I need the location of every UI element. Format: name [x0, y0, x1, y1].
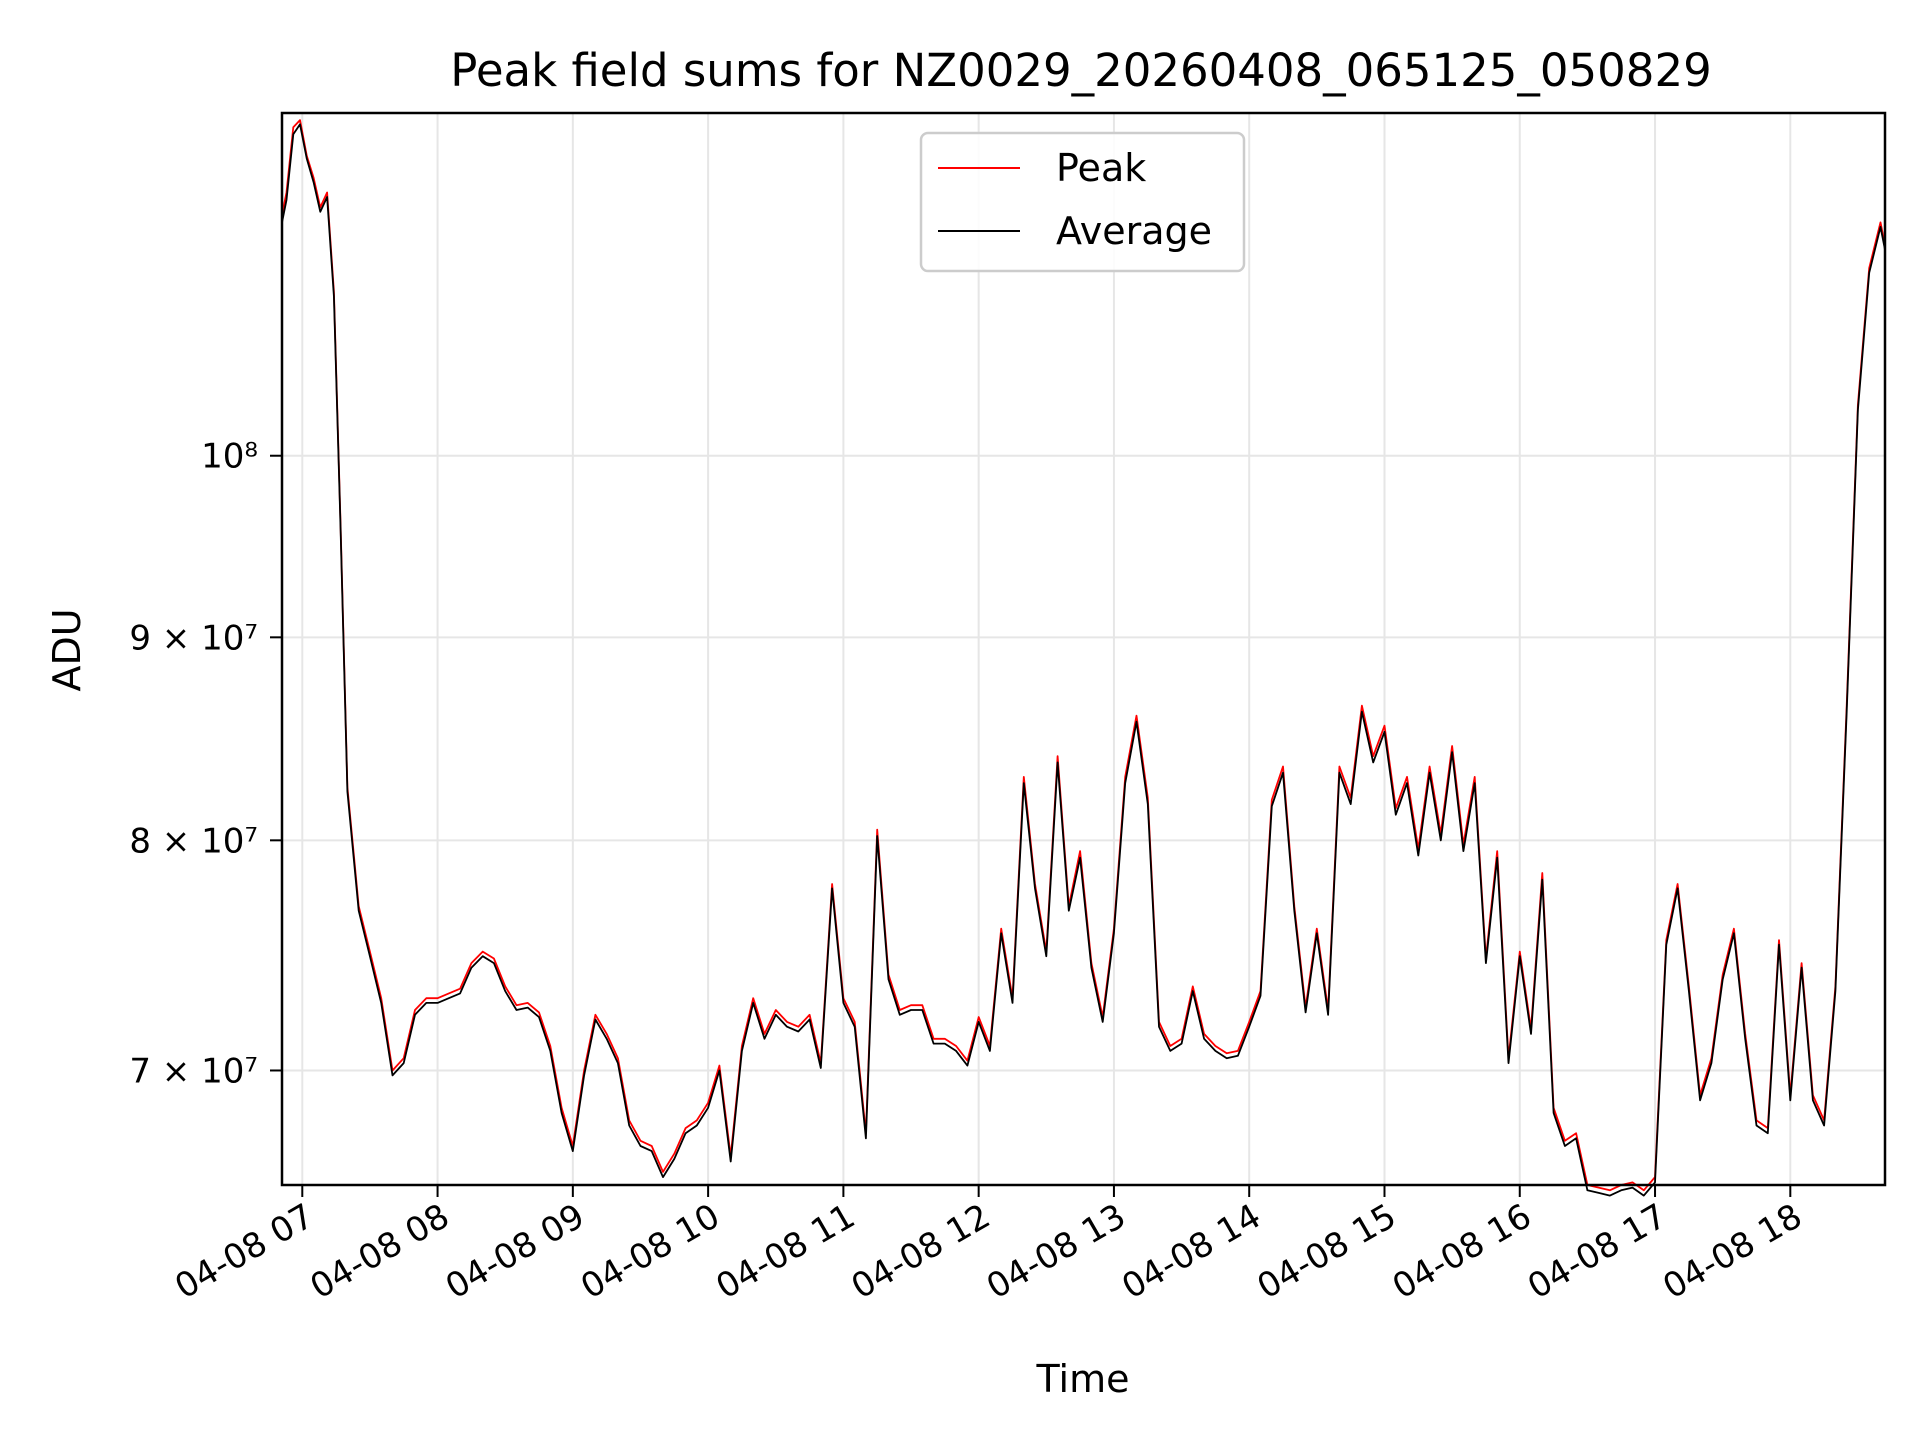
series-line-average — [281, 123, 1886, 1197]
series-line-peak — [281, 119, 1886, 1192]
x-tick-label: 04-08 11 — [709, 1196, 861, 1307]
x-axis-label: Time — [1036, 1357, 1130, 1401]
y-tick-label: 9 × 10⁷ — [129, 618, 258, 658]
x-tick-label: 04-08 10 — [574, 1196, 726, 1307]
x-tick-label: 04-08 14 — [1115, 1196, 1267, 1307]
x-tick-label: 04-08 18 — [1656, 1196, 1808, 1307]
legend-label-average: Average — [1056, 209, 1212, 253]
y-tick-label: 10⁸ — [201, 437, 258, 477]
x-tick-label: 04-08 13 — [980, 1196, 1132, 1307]
x-tick-label: 04-08 07 — [168, 1196, 320, 1307]
y-axis-label: ADU — [45, 608, 89, 691]
y-tick-label: 8 × 10⁷ — [129, 821, 258, 861]
chart-title: Peak field sums for NZ0029_20260408_0651… — [450, 44, 1711, 97]
x-tick-label: 04-08 08 — [304, 1196, 456, 1307]
plot-frame — [280, 111, 1887, 1187]
y-axis: 7 × 10⁷ 8 × 10⁷ 9 × 10⁷ 10⁸ — [129, 437, 282, 1091]
x-tick-label: 04-08 17 — [1521, 1196, 1673, 1307]
x-tick-label: 04-08 09 — [439, 1196, 591, 1307]
legend: Peak Average — [919, 131, 1246, 273]
x-tick-label: 04-08 15 — [1251, 1196, 1403, 1307]
x-tick-label: 04-08 16 — [1386, 1196, 1538, 1307]
legend-label-peak: Peak — [1056, 146, 1146, 190]
x-tick-label: 04-08 12 — [845, 1196, 997, 1307]
grid — [282, 113, 1885, 1185]
series-lines — [281, 119, 1886, 1197]
y-tick-label: 7 × 10⁷ — [129, 1051, 258, 1091]
